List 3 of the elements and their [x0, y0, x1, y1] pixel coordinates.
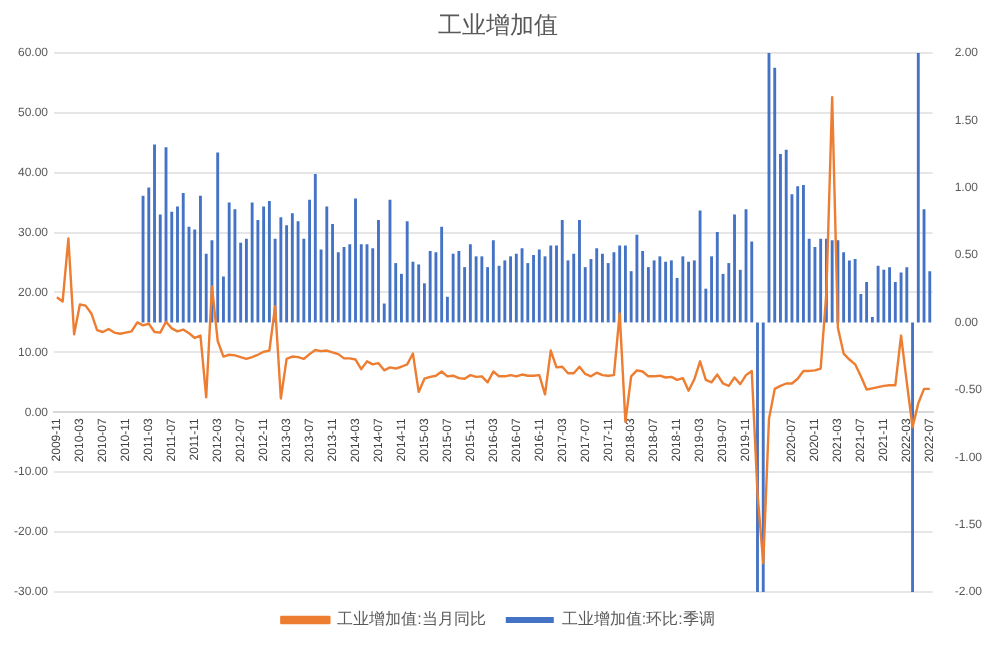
chart-title: 工业增加值 [438, 11, 558, 40]
legend-label: 工业增加值:当月同比 [337, 610, 486, 629]
legend-label: 工业增加值:环比:季调 [561, 610, 715, 629]
